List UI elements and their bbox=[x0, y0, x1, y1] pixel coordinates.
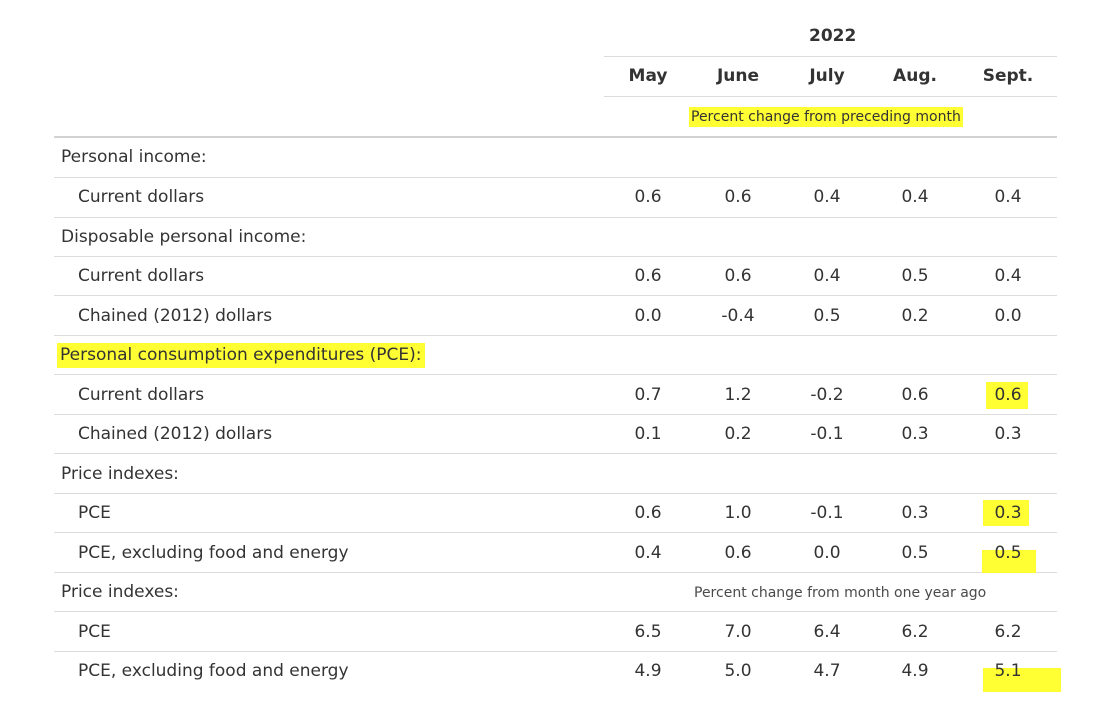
row-label: PCE bbox=[78, 503, 111, 523]
table-cell: 0.6 bbox=[634, 266, 662, 286]
row-label: Chained (2012) dollars bbox=[78, 306, 273, 326]
row-label: PCE, excluding food and energy bbox=[78, 543, 349, 563]
column-header-aug: Aug. bbox=[893, 66, 937, 86]
row-label-price-indexes: Price indexes: bbox=[61, 464, 179, 484]
column-header-june: June bbox=[716, 66, 760, 86]
row-label-price-indexes-yearly: Price indexes: bbox=[61, 582, 179, 602]
table-cell: 0.6 bbox=[724, 187, 752, 207]
table-cell: 0.6 bbox=[901, 385, 929, 405]
row-rule bbox=[54, 374, 1057, 375]
column-header-july: July bbox=[809, 66, 845, 86]
row-rule bbox=[54, 414, 1057, 415]
row-label-pce-highlighted: Personal consumption expenditures (PCE): bbox=[57, 343, 425, 368]
row-rule bbox=[54, 453, 1057, 454]
table-cell: 0.6 bbox=[994, 385, 1022, 405]
table-cell: 1.2 bbox=[724, 385, 752, 405]
table-cell: 5.1 bbox=[994, 661, 1022, 681]
table-cell: 6.4 bbox=[813, 622, 841, 642]
table-cell: 0.4 bbox=[634, 543, 662, 563]
row-label: PCE, excluding food and energy bbox=[78, 661, 349, 681]
table-cell: 0.2 bbox=[724, 424, 752, 444]
table-cell: 5.0 bbox=[724, 661, 752, 681]
value-highlight bbox=[983, 668, 1061, 692]
table-cell: 0.5 bbox=[901, 266, 929, 286]
row-label-personal-income: Personal income: bbox=[61, 147, 207, 167]
table-cell: 1.0 bbox=[724, 503, 752, 523]
table-cell: 0.6 bbox=[634, 503, 662, 523]
row-rule bbox=[54, 651, 1057, 652]
table-cell: 0.3 bbox=[901, 424, 929, 444]
header-rule-top bbox=[604, 56, 1057, 57]
table-cell: 0.3 bbox=[994, 424, 1022, 444]
table-cell: 0.7 bbox=[634, 385, 662, 405]
table-cell: 0.4 bbox=[994, 187, 1022, 207]
table-cell: 0.5 bbox=[813, 306, 841, 326]
monthly-change-note: Percent change from preceding month bbox=[689, 107, 963, 127]
table-cell: 6.2 bbox=[901, 622, 929, 642]
row-label: Current dollars bbox=[78, 385, 205, 405]
table-cell: 0.3 bbox=[994, 503, 1022, 523]
header-rule-bottom bbox=[54, 136, 1057, 138]
table-cell: 0.1 bbox=[634, 424, 662, 444]
yearly-change-note: Percent change from month one year ago bbox=[694, 585, 987, 601]
table-cell: 0.5 bbox=[901, 543, 929, 563]
table-cell: 0.6 bbox=[724, 266, 752, 286]
column-header-may: May bbox=[628, 66, 668, 86]
column-header-sept: Sept. bbox=[982, 66, 1034, 86]
row-rule bbox=[54, 335, 1057, 336]
row-label-disposable-income: Disposable personal income: bbox=[61, 227, 307, 247]
table-cell: 0.0 bbox=[994, 306, 1022, 326]
table-cell: 0.4 bbox=[813, 266, 841, 286]
table-cell: 0.4 bbox=[813, 187, 841, 207]
value-highlight bbox=[986, 382, 1028, 409]
table-cell: -0.1 bbox=[810, 503, 844, 523]
table-cell: -0.4 bbox=[721, 306, 755, 326]
row-rule bbox=[54, 217, 1057, 218]
value-highlight bbox=[982, 550, 1036, 573]
row-label: Current dollars bbox=[78, 266, 205, 286]
table-cell: 0.5 bbox=[994, 543, 1022, 563]
table-cell: 0.4 bbox=[901, 187, 929, 207]
row-rule bbox=[54, 295, 1057, 296]
row-rule bbox=[54, 532, 1057, 533]
row-rule bbox=[54, 611, 1057, 612]
table-cell: -0.2 bbox=[810, 385, 844, 405]
value-highlight bbox=[983, 500, 1029, 526]
table-cell: -0.1 bbox=[810, 424, 844, 444]
row-label: Chained (2012) dollars bbox=[78, 424, 273, 444]
table-cell: 0.2 bbox=[901, 306, 929, 326]
header-rule-mid bbox=[604, 96, 1057, 97]
table-cell: 0.6 bbox=[724, 543, 752, 563]
table-cell: 4.7 bbox=[813, 661, 841, 681]
table-cell: 7.0 bbox=[724, 622, 752, 642]
row-rule bbox=[54, 256, 1057, 257]
row-rule bbox=[54, 177, 1057, 178]
row-rule bbox=[54, 493, 1057, 494]
table-cell: 4.9 bbox=[901, 661, 929, 681]
row-label: PCE bbox=[78, 622, 111, 642]
table-cell: 0.0 bbox=[634, 306, 662, 326]
table-cell: 6.5 bbox=[634, 622, 662, 642]
table-cell: 0.4 bbox=[994, 266, 1022, 286]
table-cell: 0.3 bbox=[901, 503, 929, 523]
table-cell: 6.2 bbox=[994, 622, 1022, 642]
row-label: Current dollars bbox=[78, 187, 205, 207]
row-rule bbox=[54, 572, 1057, 573]
year-header: 2022 bbox=[809, 26, 857, 46]
table-cell: 0.0 bbox=[813, 543, 841, 563]
table-cell: 0.6 bbox=[634, 187, 662, 207]
table-cell: 4.9 bbox=[634, 661, 662, 681]
